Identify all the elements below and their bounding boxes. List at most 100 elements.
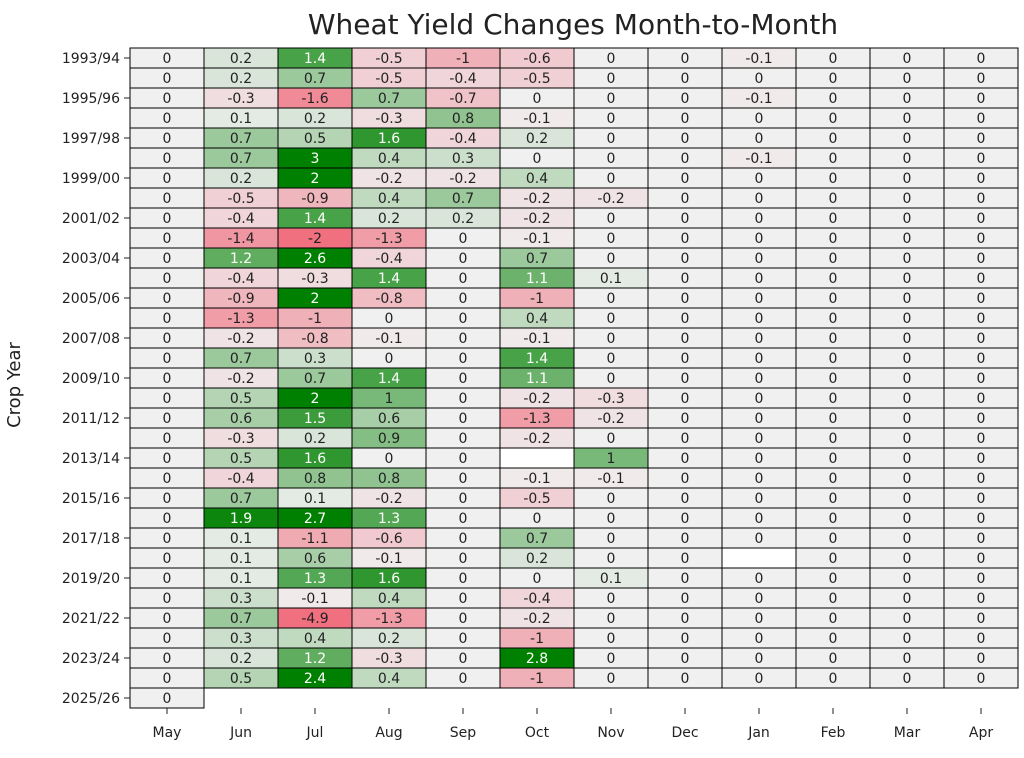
cell-value-label: -0.2 [523, 191, 550, 207]
cell-value-label: -0.2 [597, 411, 624, 427]
cell-value-label: 0 [163, 111, 172, 127]
cell-value-label: -0.9 [227, 291, 254, 307]
cell-value-label: -1.1 [301, 531, 328, 547]
cell-value-label: 0 [385, 451, 394, 467]
x-tick-label: Apr [969, 725, 993, 741]
x-tick-label: Jan [747, 725, 770, 741]
cell-value-label: 0 [903, 571, 912, 587]
cell-value-label: 0.3 [230, 631, 252, 647]
cell-value-label: 0.4 [378, 151, 400, 167]
y-tick-label: 1995/96 [62, 91, 120, 107]
cell-value-label: 0 [903, 271, 912, 287]
cell-value-label: 0 [755, 511, 764, 527]
cell-value-label: 0.5 [230, 391, 252, 407]
cell-value-label: 0.5 [230, 671, 252, 687]
cell-value-label: 0 [163, 431, 172, 447]
cell-value-label: 0 [903, 351, 912, 367]
cell-value-label: 0 [681, 551, 690, 567]
cell-value-label: 0 [681, 451, 690, 467]
y-tick-label: 2019/20 [62, 571, 120, 587]
cell-value-label: 0 [163, 691, 172, 707]
y-tick-label: 2003/04 [62, 251, 120, 267]
cell-value-label: 0 [977, 571, 986, 587]
cell-value-label: 0 [977, 531, 986, 547]
cell-value-label: -0.4 [449, 131, 476, 147]
cell-value-label: 0 [681, 271, 690, 287]
cell-value-label: -0.1 [523, 331, 550, 347]
cell-value-label: 0 [903, 111, 912, 127]
y-tick-label: 2021/22 [62, 611, 120, 627]
cell-value-label: 0.5 [230, 451, 252, 467]
cell-value-label: 0 [903, 551, 912, 567]
cell-value-label: 0 [829, 671, 838, 687]
cell-value-label: -0.3 [227, 91, 254, 107]
cell-value-label: 0 [163, 411, 172, 427]
cell-value-label: 0 [607, 171, 616, 187]
cell-value-label: 0 [681, 231, 690, 247]
cell-value-label: 0 [681, 311, 690, 327]
y-tick-label: 2007/08 [62, 331, 120, 347]
y-tick-label: 2023/24 [62, 651, 120, 667]
cell-value-label: 0.5 [304, 131, 326, 147]
cell-value-label: 0 [459, 311, 468, 327]
cell-value-label: 0 [681, 531, 690, 547]
cell-value-label: 0.7 [304, 71, 326, 87]
cell-value-label: 0.6 [304, 551, 326, 567]
cell-value-label: 0 [829, 571, 838, 587]
cell-value-label: 0 [163, 211, 172, 227]
cell-value-label: 2.7 [304, 511, 326, 527]
cell-value-label: -1 [530, 291, 544, 307]
x-tick-label: Feb [821, 725, 846, 741]
cell-value-label: 0 [903, 431, 912, 447]
cell-value-label: 0 [533, 511, 542, 527]
cell-value-label: 0 [681, 131, 690, 147]
cell-value-label: 0 [903, 531, 912, 547]
cell-value-label: -0.2 [523, 611, 550, 627]
cell-value-label: 0 [977, 631, 986, 647]
cell-value-label: 1.9 [230, 511, 252, 527]
cell-value-label: 0 [755, 491, 764, 507]
cell-value-label: 0 [977, 251, 986, 267]
x-axis-ticks: May Jun Jul Aug Sep Oct Nov Dec Jan Feb Mar Apr [153, 708, 993, 741]
cell-value-label: 0 [607, 371, 616, 387]
cell-value-label: 0.7 [230, 131, 252, 147]
cell-value-label: 0 [459, 491, 468, 507]
cell-value-label: 0 [607, 231, 616, 247]
cell-value-label: 0.2 [230, 651, 252, 667]
cell-value-label: -1 [530, 671, 544, 687]
cell-value-label: 0 [903, 171, 912, 187]
cell-value-label: 0.7 [230, 611, 252, 627]
cell-value-label: 0 [755, 391, 764, 407]
cell-value-label: -0.2 [375, 491, 402, 507]
cell-value-label: 0 [681, 91, 690, 107]
cell-value-label: 1.4 [304, 51, 326, 67]
cell-value-label: 0 [829, 531, 838, 547]
cell-value-label: 0 [607, 211, 616, 227]
cell-value-label: 0 [163, 631, 172, 647]
cell-value-label: 0.7 [230, 351, 252, 367]
cell-value-label: 0 [607, 631, 616, 647]
cell-value-label: -0.9 [301, 191, 328, 207]
cell-value-label: -0.1 [745, 91, 772, 107]
cell-value-label: 0 [533, 91, 542, 107]
cell-value-label: 0.9 [378, 431, 400, 447]
cell-value-label: 0 [459, 251, 468, 267]
cell-value-label: -0.2 [227, 331, 254, 347]
cell-value-label: 1 [385, 391, 394, 407]
cell-value-label: 0.7 [230, 491, 252, 507]
cell-value-label: 0 [829, 291, 838, 307]
cell-value-label: 0.3 [230, 591, 252, 607]
cell-value-label: 0 [163, 271, 172, 287]
cell-value-label: -0.1 [375, 331, 402, 347]
cell-value-label: 0 [903, 51, 912, 67]
cell-value-label: 0.7 [304, 371, 326, 387]
cell-value-label: -0.4 [523, 591, 550, 607]
cell-value-label: 1.1 [526, 371, 548, 387]
cell-value-label: 0 [607, 251, 616, 267]
cell-value-label: 0 [977, 671, 986, 687]
cell-value-label: -0.6 [523, 51, 550, 67]
cell-value-label: 0 [829, 271, 838, 287]
cell-value-label: 0 [681, 671, 690, 687]
cell-value-label: 0 [903, 191, 912, 207]
cell-value-label: 0 [829, 251, 838, 267]
